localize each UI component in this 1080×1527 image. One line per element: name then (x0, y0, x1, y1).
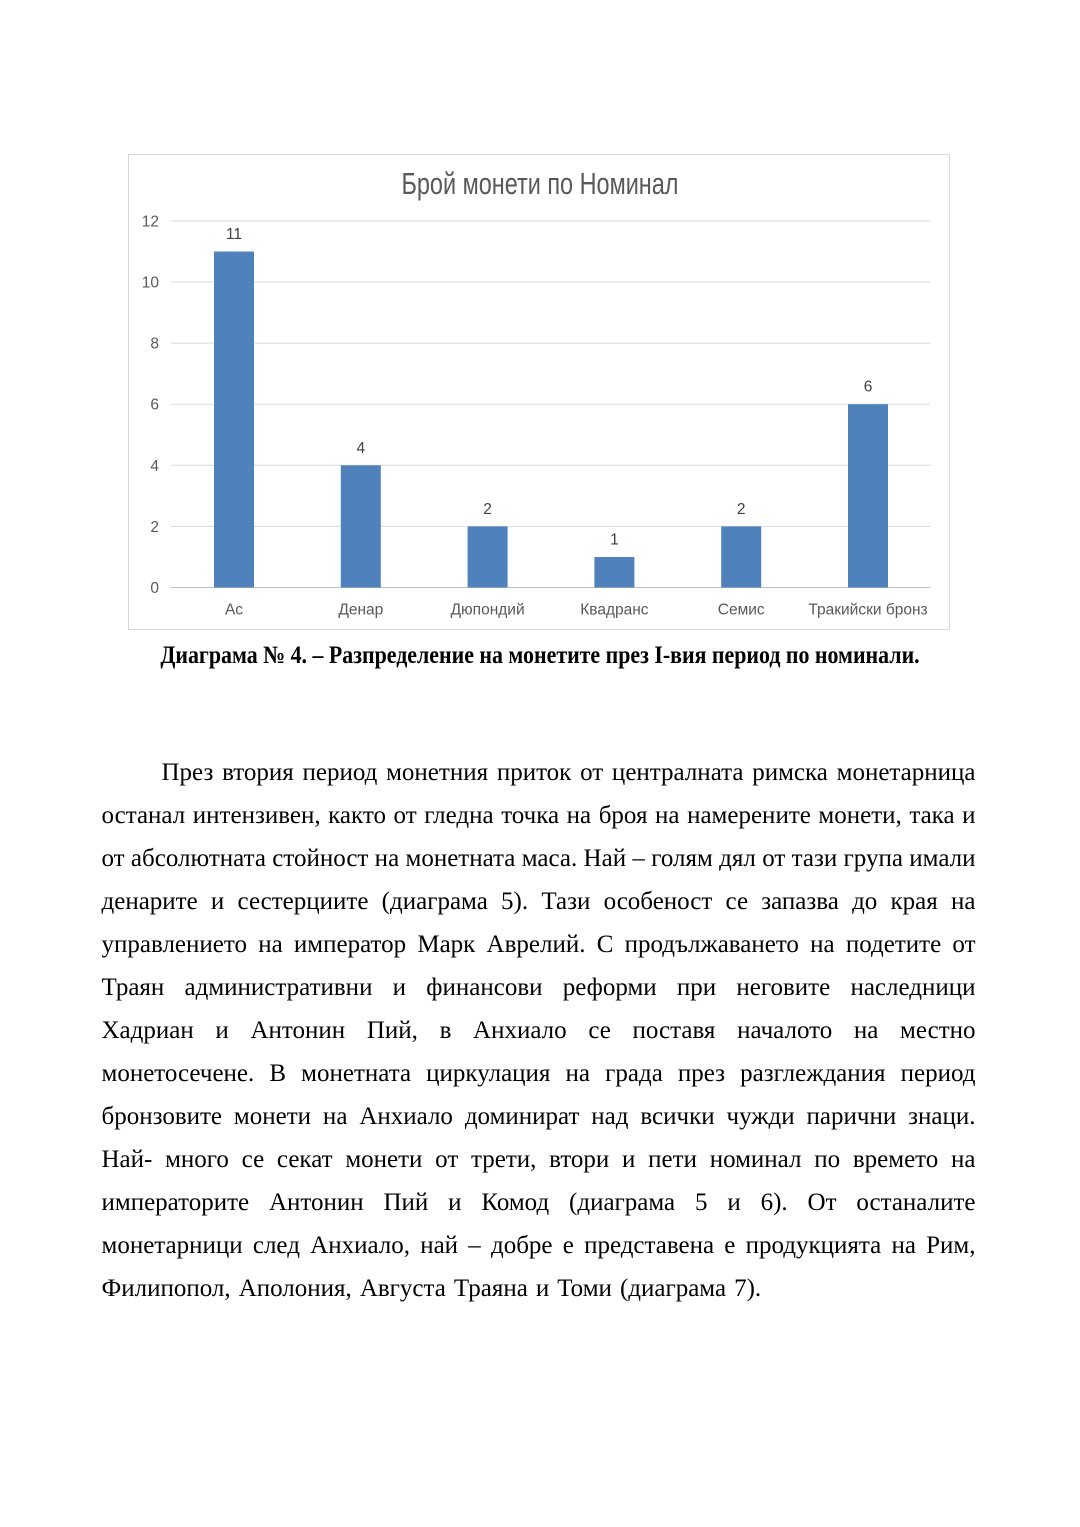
svg-text:12: 12 (142, 214, 159, 231)
svg-text:Дюпондий: Дюпондий (451, 602, 525, 619)
svg-text:1: 1 (610, 532, 619, 549)
svg-text:Брой монети по Номинал: Брой монети по Номинал (402, 167, 679, 201)
svg-text:0: 0 (150, 580, 159, 597)
svg-text:8: 8 (150, 336, 159, 353)
svg-text:2: 2 (483, 501, 492, 518)
svg-text:6: 6 (150, 397, 159, 414)
svg-text:Квадранс: Квадранс (580, 602, 649, 619)
svg-text:10: 10 (142, 275, 160, 292)
svg-text:Денар: Денар (338, 602, 383, 619)
svg-text:11: 11 (226, 226, 242, 243)
svg-text:2: 2 (150, 519, 159, 536)
svg-text:Тракийски бронз: Тракийски бронз (808, 602, 927, 619)
svg-text:6: 6 (864, 379, 873, 396)
svg-text:Ас: Ас (225, 602, 243, 619)
svg-text:4: 4 (150, 458, 159, 475)
svg-text:Семис: Семис (718, 602, 765, 619)
svg-text:2: 2 (737, 501, 746, 518)
svg-text:4: 4 (356, 440, 365, 457)
